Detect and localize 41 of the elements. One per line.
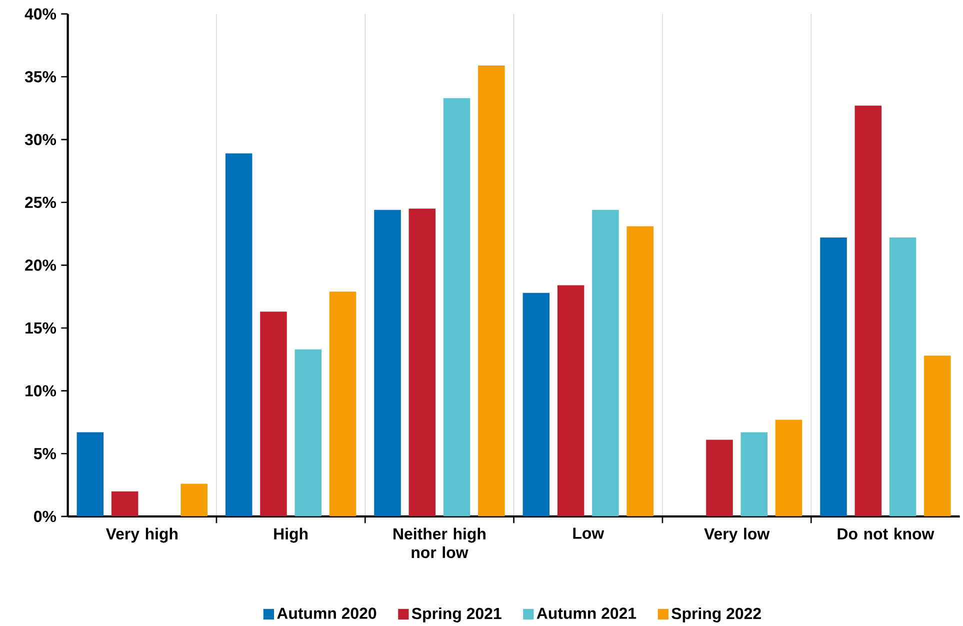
- bar: [111, 491, 138, 516]
- y-tick-label: 35%: [24, 70, 56, 82]
- legend-label: Spring 2022: [672, 607, 761, 622]
- x-tick-label: Very high: [106, 528, 178, 543]
- bar: [522, 292, 550, 516]
- bar: [820, 237, 847, 516]
- bar: [76, 432, 104, 516]
- bar: [180, 484, 208, 516]
- x-tick-label: Very low: [704, 528, 770, 542]
- x-tick-label: High: [274, 528, 308, 543]
- bar: [408, 208, 436, 516]
- x-tick-label: Do not know: [838, 528, 934, 540]
- bar: [374, 210, 401, 516]
- bar: [443, 98, 470, 516]
- bar: [260, 312, 287, 516]
- bar: [294, 349, 322, 516]
- legend-label: Autumn 2021: [536, 608, 636, 619]
- bar: [889, 237, 916, 516]
- x-tick-label: Neither high nor low: [394, 528, 486, 558]
- bar: [225, 153, 252, 516]
- bar: [592, 210, 619, 516]
- bar: [706, 440, 733, 516]
- bar: [924, 355, 951, 516]
- bar: [775, 420, 802, 516]
- bar: [478, 65, 505, 516]
- y-tick-label: 25%: [25, 196, 56, 208]
- bar: [626, 226, 654, 516]
- bar: [329, 291, 356, 516]
- y-tick-label: 20%: [25, 259, 56, 271]
- bar: [740, 432, 768, 516]
- bar: [854, 106, 882, 516]
- bar: [557, 285, 584, 516]
- legend-label: Autumn 2020: [277, 608, 376, 619]
- y-tick-label: 30%: [24, 134, 56, 146]
- y-tick-label: 5%: [34, 448, 56, 460]
- y-tick-label: 40%: [24, 8, 56, 20]
- legend-label: Spring 2021: [412, 607, 502, 622]
- y-tick-label: 15%: [26, 322, 56, 334]
- y-tick-label: 10%: [26, 385, 56, 396]
- y-tick-label: 0%: [34, 510, 56, 522]
- x-tick-label: Low: [573, 528, 604, 539]
